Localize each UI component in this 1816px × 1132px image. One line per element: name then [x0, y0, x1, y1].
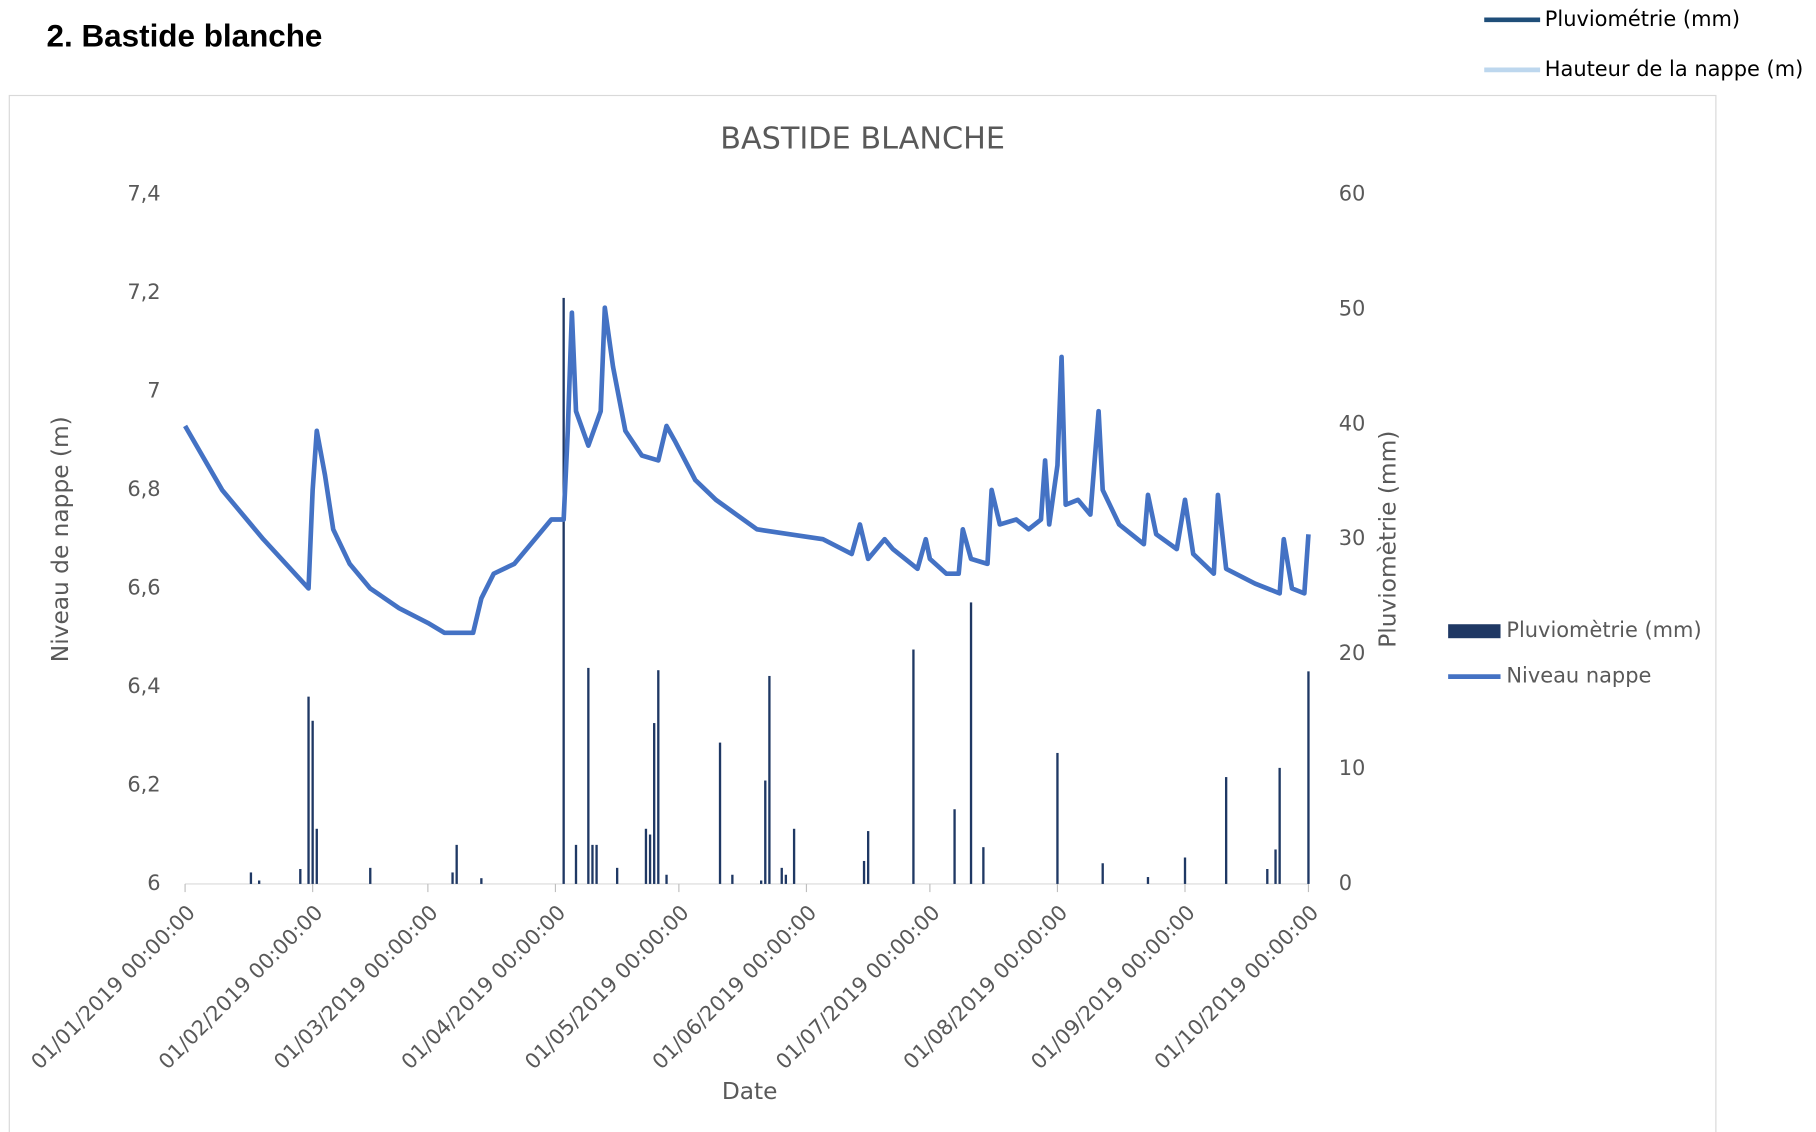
bar: [595, 844, 598, 884]
bar: [307, 696, 310, 884]
bar: [562, 297, 565, 884]
bar: [311, 720, 314, 884]
legend-swatch: [1448, 624, 1501, 639]
y-axis-label: Niveau de nappe (m): [47, 416, 74, 662]
bar: [764, 780, 767, 884]
chart-title: BASTIDE BLANCHE: [720, 121, 1005, 156]
y2-tick-label: 40: [1339, 411, 1366, 435]
y2-tick-label: 60: [1339, 181, 1366, 205]
bar: [369, 867, 372, 884]
y-tick-label: 6,8: [127, 477, 160, 501]
y-tick-label: 6,2: [127, 772, 160, 796]
bar: [665, 874, 668, 884]
x-axis-label: Date: [722, 1078, 778, 1105]
bar: [249, 872, 253, 884]
y2-axis-label: Pluviomètrie (mm): [1374, 431, 1401, 648]
y2-tick-label: 10: [1339, 756, 1366, 780]
bar: [780, 867, 783, 884]
bar: [792, 828, 796, 884]
bar: [1146, 877, 1150, 884]
bar: [574, 844, 578, 884]
y-tick-label: 7: [147, 378, 160, 402]
bar: [1056, 752, 1059, 884]
bar: [299, 869, 302, 884]
y2-tick-label: 30: [1339, 526, 1366, 550]
y2-tick-label: 50: [1339, 296, 1366, 320]
y-tick-label: 6: [147, 871, 160, 895]
bar: [1183, 857, 1187, 884]
bar: [1101, 863, 1104, 884]
external-legend-label: Pluviométrie (mm): [1545, 7, 1740, 31]
bar: [912, 649, 915, 884]
external-legend-label: Hauteur de la nappe (m): [1545, 57, 1804, 81]
bar: [866, 831, 870, 884]
y2-tick-label: 20: [1339, 641, 1366, 665]
y-tick-label: 7,2: [127, 280, 160, 304]
bar: [315, 828, 318, 884]
y2-tick-label: 0: [1339, 871, 1352, 895]
bar: [480, 878, 483, 884]
bar: [615, 867, 619, 884]
bar: [862, 860, 866, 884]
bar: [1307, 671, 1310, 884]
line: [183, 305, 1311, 636]
bar: [953, 809, 956, 884]
bar: [969, 602, 973, 884]
bar: [644, 828, 648, 884]
legend-label: Niveau nappe: [1506, 664, 1651, 688]
bar: [591, 844, 594, 884]
bar: [768, 675, 771, 884]
bar: [587, 667, 590, 884]
bar: [1274, 849, 1277, 884]
bar: [257, 880, 261, 884]
bar: [760, 880, 763, 884]
bar: [1266, 869, 1269, 884]
bar: [648, 834, 652, 884]
heading: 2. Bastide blanche: [47, 19, 323, 54]
bar: [784, 874, 788, 884]
bar: [653, 723, 656, 884]
bar: [657, 670, 660, 884]
bar: [982, 847, 985, 884]
bar: [451, 872, 454, 884]
bar: [455, 844, 458, 884]
bar: [1224, 777, 1228, 884]
bar: [718, 742, 722, 884]
bar: [731, 874, 734, 884]
y-tick-label: 7,4: [127, 181, 160, 205]
bar: [1278, 767, 1281, 884]
chart-frame: [8, 94, 1717, 1132]
y-tick-label: 6,4: [127, 674, 160, 698]
legend-label: Pluviomètrie (mm): [1506, 618, 1701, 642]
y-tick-label: 6,6: [127, 575, 160, 599]
